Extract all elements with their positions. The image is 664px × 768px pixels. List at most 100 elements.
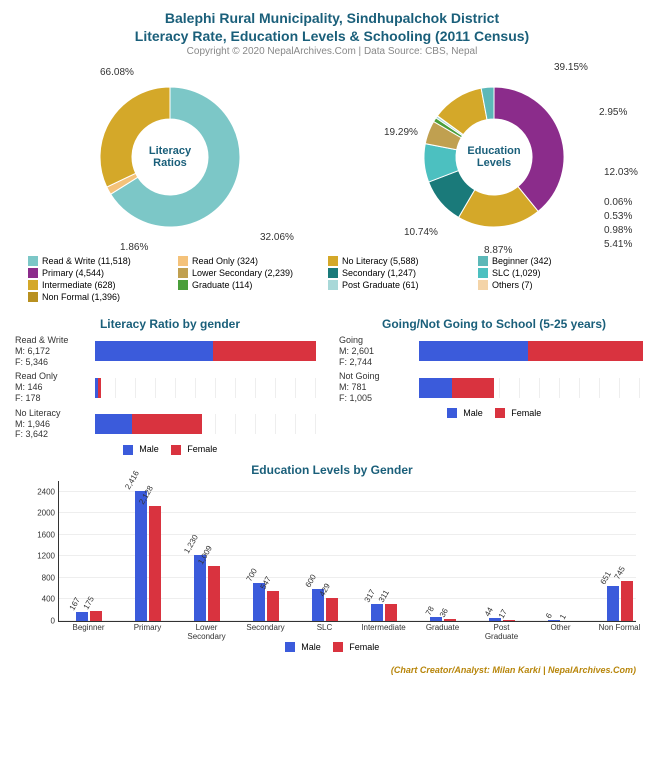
- vbar-xlabel: SLC: [300, 623, 350, 632]
- vbar-value: 311: [376, 589, 390, 605]
- vbar-female: 2,128: [149, 506, 161, 621]
- legend-label: Primary (4,544): [42, 268, 104, 278]
- legend-item: SLC (1,029): [478, 268, 628, 278]
- legend-label: SLC (1,029): [492, 268, 541, 278]
- donut-row: Literacy Ratios 66.08%1.86%32.06% Educat…: [8, 67, 656, 247]
- literacy-by-gender-title: Literacy Ratio by gender: [15, 317, 325, 331]
- hbar-label: Going M: 2,601 F: 2,744: [339, 335, 419, 367]
- vbar-group: 2,416 2,128: [135, 491, 161, 621]
- hbar-label: Not Going M: 781 F: 1,005: [339, 371, 419, 403]
- legend-label: Non Formal (1,396): [42, 292, 120, 302]
- vbar-male: 78: [430, 617, 442, 621]
- vbar-group: 167 175: [76, 611, 102, 620]
- vbar-group: 1,230 1,009: [194, 555, 220, 621]
- education-by-gender-chart: 04008001200160020002400 167 175 Beginner…: [28, 481, 636, 661]
- legend-swatch: [478, 268, 488, 278]
- donut-pct-label: 1.86%: [120, 242, 148, 253]
- hbar-female: [213, 341, 315, 361]
- credit-line: (Chart Creator/Analyst: Milan Karki | Ne…: [8, 665, 636, 675]
- vbar-value: 700: [244, 567, 258, 583]
- donut-pct-label: 5.41%: [604, 239, 632, 250]
- legend-swatch: [28, 280, 38, 290]
- ytick-label: 400: [29, 595, 55, 604]
- vbar-female: 547: [267, 591, 279, 620]
- vbar-value: 44: [482, 606, 494, 618]
- legend-swatch: [178, 268, 188, 278]
- legend-label: Intermediate (628): [42, 280, 116, 290]
- hbar-female: [132, 414, 202, 434]
- ytick-label: 0: [29, 616, 55, 625]
- vbar-value: 317: [362, 588, 376, 604]
- chart-container: Balephi Rural Municipality, Sindhupalcho…: [0, 0, 664, 683]
- vbar-female: 175: [90, 611, 102, 620]
- literacy-donut-center: Literacy Ratios: [149, 145, 191, 169]
- main-title-2: Literacy Rate, Education Levels & School…: [8, 28, 656, 44]
- hbar-male: [419, 378, 452, 398]
- legend-item: Lower Secondary (2,239): [178, 268, 328, 278]
- shared-legend: Read & Write (11,518) Read Only (324) No L…: [8, 255, 656, 303]
- ytick-label: 1600: [29, 530, 55, 539]
- vbar-value: 1,009: [196, 545, 214, 567]
- legend-label: Secondary (1,247): [342, 268, 416, 278]
- hbar-female: [98, 378, 101, 398]
- vbar-female: 429: [326, 598, 338, 621]
- literacy-donut-section: Literacy Ratios 66.08%1.86%32.06%: [10, 67, 330, 247]
- vbar-value: 651: [598, 570, 612, 586]
- ytick-label: 2000: [29, 509, 55, 518]
- hbar-track: [95, 378, 325, 398]
- hbar-row: No Literacy M: 1,946 F: 3,642: [15, 408, 325, 440]
- hbar-row: Read Only M: 146 F: 178: [15, 371, 325, 403]
- vbar-value: 2,128: [137, 484, 155, 506]
- hbar-label: Read Only M: 146 F: 178: [15, 371, 95, 403]
- hbar-row: Literacy Ratio by gender Read & Write M:…: [8, 309, 656, 455]
- vbar-group: 317 311: [371, 604, 397, 621]
- hbar1-legend: Male Female: [15, 444, 325, 455]
- legend-swatch: [478, 256, 488, 266]
- ytick-label: 2400: [29, 487, 55, 496]
- legend-label: No Literacy (5,588): [342, 256, 419, 266]
- donut-pct-label: 2.95%: [599, 107, 627, 118]
- legend-item: Secondary (1,247): [328, 268, 478, 278]
- hbar-track: [419, 378, 649, 398]
- legend-item: Primary (4,544): [28, 268, 178, 278]
- schooling-chart: Going/Not Going to School (5-25 years) G…: [339, 309, 649, 455]
- vbar-group: 700 547: [253, 583, 279, 621]
- vbar-value: 1,230: [182, 533, 200, 555]
- vbar-xlabel: Lower Secondary: [182, 623, 232, 641]
- hbar-male: [419, 341, 528, 361]
- vbar-value: 745: [612, 565, 626, 581]
- ytick-label: 800: [29, 573, 55, 582]
- vbar-male: 167: [76, 612, 88, 621]
- hbar-row: Read & Write M: 6,172 F: 5,346: [15, 335, 325, 367]
- legend-label: Beginner (342): [492, 256, 552, 266]
- legend-item: Read & Write (11,518): [28, 256, 178, 266]
- hbar-male: [95, 414, 132, 434]
- legend-swatch: [478, 280, 488, 290]
- hbar-track: [419, 341, 649, 361]
- literacy-donut: Literacy Ratios 66.08%1.86%32.06%: [80, 67, 260, 247]
- vbar-legend: Male Female: [28, 642, 636, 653]
- legend-label: Read Only (324): [192, 256, 258, 266]
- main-title-1: Balephi Rural Municipality, Sindhupalcho…: [8, 10, 656, 26]
- legend-swatch: [328, 268, 338, 278]
- legend-swatch: [178, 280, 188, 290]
- legend-item: Beginner (342): [478, 256, 628, 266]
- legend-label: Post Graduate (61): [342, 280, 419, 290]
- legend-swatch: [328, 256, 338, 266]
- vbar-xlabel: Post Graduate: [477, 623, 527, 641]
- legend-item: Post Graduate (61): [328, 280, 478, 290]
- vbar-group: 600 429: [312, 589, 338, 621]
- hbar-label: No Literacy M: 1,946 F: 3,642: [15, 408, 95, 440]
- hbar-track: [95, 414, 325, 434]
- donut-pct-label: 0.06%: [604, 197, 632, 208]
- vbar-xlabel: Graduate: [418, 623, 468, 632]
- vbar-value: 600: [303, 572, 317, 588]
- education-by-gender-title: Education Levels by Gender: [8, 463, 656, 477]
- vbar-female: 1,009: [208, 566, 220, 620]
- legend-label: Lower Secondary (2,239): [192, 268, 293, 278]
- donut-pct-label: 39.15%: [554, 62, 588, 73]
- vbar-female: 311: [385, 604, 397, 621]
- donut-pct-label: 66.08%: [100, 67, 134, 78]
- legend-item: Graduate (114): [178, 280, 328, 290]
- donut-pct-label: 8.87%: [484, 245, 512, 256]
